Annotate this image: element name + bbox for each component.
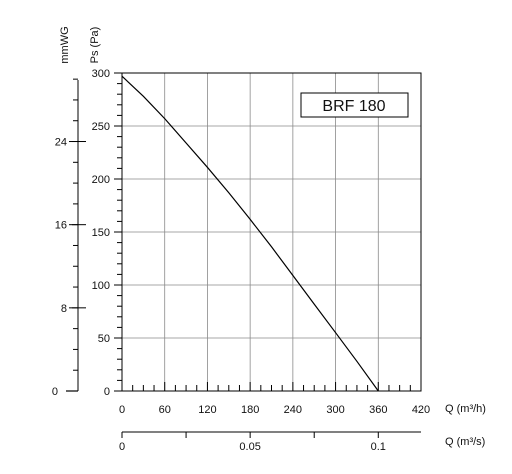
secondary-y-axis-label: mmWG xyxy=(59,26,71,63)
model-label-box xyxy=(300,92,409,118)
x-tick-label: 420 xyxy=(412,404,430,416)
x-tick-label: 300 xyxy=(326,404,344,416)
y-tick-label: 200 xyxy=(92,174,110,186)
x-axis-label: Q (m³/h) xyxy=(445,403,486,415)
y-tick-labels: 0 50 100 150 200 250 300 xyxy=(92,68,110,398)
secondary-x-tick-label: 0.05 xyxy=(239,441,260,453)
x-tick-label: 360 xyxy=(369,404,387,416)
x-tick-label: 120 xyxy=(198,404,216,416)
secondary-y-tick-label: 0 xyxy=(52,386,58,398)
secondary-y-axis: 0 8 16 24 xyxy=(52,78,86,398)
y-tick-label: 0 xyxy=(104,386,110,398)
secondary-y-tick-label: 24 xyxy=(55,137,67,149)
y-tick-label: 50 xyxy=(98,333,110,345)
y-axis-label: Ps (Pa) xyxy=(89,27,101,64)
x-tick-label: 60 xyxy=(159,404,171,416)
secondary-x-tick-label: 0 xyxy=(119,441,125,453)
x-tick-label: 0 xyxy=(119,404,125,416)
x-tick-labels: 0 60 120 180 240 300 360 420 xyxy=(119,404,430,416)
x-tick-label: 180 xyxy=(241,404,259,416)
secondary-y-tick-label: 16 xyxy=(55,220,67,232)
y-tick-label: 100 xyxy=(92,280,110,292)
minor-ticks xyxy=(114,72,422,392)
secondary-x-axis: 0 0.05 0.1 xyxy=(119,431,421,453)
secondary-y-tick-label: 8 xyxy=(61,303,67,315)
model-label: BRF 180 xyxy=(322,98,385,115)
fan-curve-line xyxy=(121,75,379,392)
secondary-x-axis-label: Q (m³/s) xyxy=(445,436,485,448)
y-tick-label: 150 xyxy=(92,227,110,239)
secondary-x-tick-label: 0.1 xyxy=(371,441,386,453)
x-tick-label: 240 xyxy=(284,404,302,416)
y-tick-label: 250 xyxy=(92,121,110,133)
y-tick-label: 300 xyxy=(92,68,110,80)
